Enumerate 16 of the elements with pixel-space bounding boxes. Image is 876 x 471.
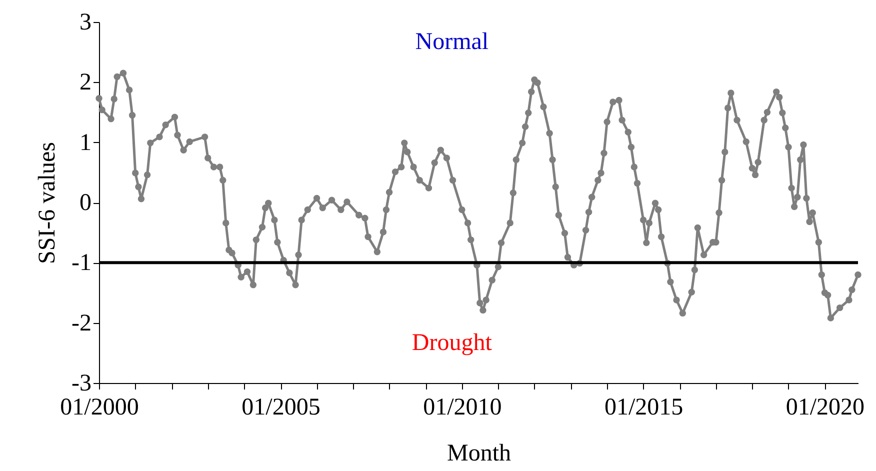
- y-axis-title: SSI-6 values: [34, 142, 61, 264]
- x-tick-label: 01/2005: [242, 394, 320, 420]
- x-tick-label: 01/2015: [604, 394, 684, 420]
- x-tick-label: 01/2000: [60, 394, 139, 420]
- annotation: Drought: [412, 330, 492, 356]
- x-tick-label: 01/2020: [786, 394, 865, 420]
- y-tick-label: 3: [80, 10, 92, 36]
- y-tick-label: 0: [80, 190, 92, 216]
- y-tick-label: -3: [72, 370, 92, 396]
- annotation: Normal: [415, 29, 489, 55]
- y-tick-label: -2: [72, 310, 92, 336]
- y-tick-label: -1: [72, 250, 92, 276]
- x-tick-label: 01/2010: [423, 394, 502, 420]
- x-axis-title: Month: [446, 440, 512, 466]
- y-tick-label: 1: [80, 130, 92, 156]
- y-tick-label: 2: [80, 70, 92, 96]
